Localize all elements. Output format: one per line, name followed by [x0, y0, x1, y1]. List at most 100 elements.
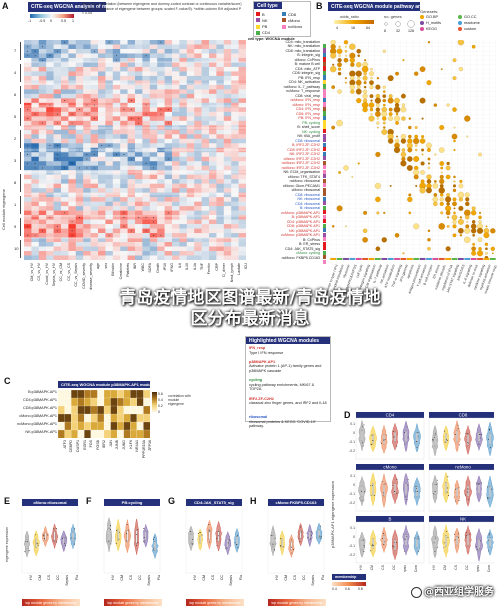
pathway-db-strip: [432, 258, 439, 260]
heatmap-cell: [172, 156, 180, 162]
heatmap-cell: [238, 134, 246, 139]
heatmap-cell: [223, 40, 232, 45]
violin-point: [385, 434, 387, 436]
heatmap-cell: [98, 197, 106, 202]
heatmap-cell: [238, 93, 246, 99]
pathway-dot: [452, 188, 457, 193]
heatmap-cell: [75, 75, 84, 81]
violin-group-label: Flu: [320, 575, 325, 580]
violin-point: [363, 424, 365, 426]
panel-c-cell: [103, 405, 111, 415]
heatmap-cell: [112, 98, 121, 104]
heatmap-cell: [231, 89, 239, 95]
heatmap-cell: [179, 161, 187, 166]
heatmap-cell: [31, 125, 39, 130]
heatmap-cell: [105, 102, 113, 108]
heatmap-cell: [194, 93, 202, 99]
heatmap-cell: [105, 152, 113, 157]
row-group-bracket: [20, 152, 21, 170]
heatmap-cell: [98, 107, 106, 113]
heatmap-cell: [68, 138, 76, 144]
heatmap-cell: [127, 93, 136, 99]
violin-point: [63, 542, 65, 544]
heatmap-cell: [112, 228, 121, 234]
heatmap-cell: [61, 152, 69, 157]
heatmap-cell: [142, 242, 150, 247]
heatmap-cell: [120, 156, 128, 162]
heatmap-cell: [194, 84, 202, 90]
heatmap-cell: [179, 48, 187, 54]
heatmap-cell: [127, 111, 136, 117]
heatmap-cell: [120, 138, 128, 144]
heatmap-cell: [68, 215, 76, 220]
heatmap-cell: [238, 237, 246, 243]
violin-point: [225, 548, 227, 550]
heatmap-cell: [68, 242, 76, 247]
heatmap-cell: [46, 98, 54, 104]
heatmap-cell: [61, 170, 69, 175]
heatmap-cell: [194, 75, 202, 81]
significance-mark: [145, 104, 147, 106]
pathway-db-strip: [477, 258, 483, 260]
row-group-bracket: [20, 218, 21, 236]
heatmap-cell: [90, 53, 99, 59]
heatmap-cell: [216, 233, 224, 238]
module-color-swatches: [323, 44, 327, 264]
violin-point: [137, 542, 139, 544]
odds-ratio-tick: 64: [366, 26, 370, 30]
heatmap-cell: [90, 80, 99, 86]
heatmap-cell: [209, 228, 217, 234]
heatmap-cell: [127, 192, 136, 198]
highlighted-module-desc: Activator protein 1 (AP-1) family genes …: [249, 364, 322, 373]
heatmap-cell: [53, 44, 62, 50]
module-cell-type-swatch: [323, 75, 326, 80]
heatmap-cell: [172, 89, 180, 95]
heatmap-cell: [223, 84, 232, 90]
panel-c-heatmap: [58, 390, 150, 438]
heatmap-cell: [172, 206, 180, 211]
module-label: cMono: IFN_resp: [292, 102, 320, 107]
facet-x-label: CM: [443, 565, 447, 570]
heatmap-cell: [186, 102, 195, 108]
significance-mark: [64, 41, 66, 43]
heatmap-cell: [98, 174, 106, 180]
heatmap-cell: [216, 165, 224, 171]
heatmap-cell: [38, 125, 47, 130]
heatmap-cell: [120, 174, 128, 180]
pathway-dot: [465, 201, 470, 207]
violin-point: [143, 537, 145, 538]
panel-d-y-label: p38MAPK.AP1 eigengene expression: [330, 481, 335, 548]
heatmap-cell: [38, 53, 47, 59]
heatmap-cell: [53, 89, 62, 95]
heatmap-cell: [75, 197, 84, 202]
panel-c-letter: C: [4, 376, 11, 386]
heatmap-cell: [90, 161, 99, 166]
heatmap-cell: [179, 206, 187, 211]
heatmap-cell: [24, 251, 32, 256]
violin-point: [371, 544, 373, 546]
module-cell-type-swatch: [323, 174, 326, 179]
heatmap-cell: [231, 138, 239, 144]
heatmap-cell: [53, 246, 62, 252]
heatmap-cell: [164, 111, 173, 117]
violin-group-label: CC: [302, 575, 307, 581]
genesets-items: GO.BP GO.CC H_motifs reactome KEGG custom: [420, 15, 498, 35]
pathway-db-strip: [451, 258, 458, 260]
pathway-db-strip: [336, 258, 343, 260]
heatmap-column-label: CRP: [214, 263, 219, 271]
heatmap-cell: [216, 57, 224, 63]
heatmap-cell: [216, 111, 224, 117]
heatmap-cell: [142, 138, 150, 144]
heatmap-cell: [231, 143, 239, 148]
heatmap-cell: [194, 48, 202, 54]
heatmap-cell: [112, 93, 121, 99]
significance-mark: [138, 122, 140, 124]
pathway-dot: [401, 93, 406, 99]
violin-point: [218, 535, 220, 537]
panel-c-col-label: JUN: [108, 440, 113, 447]
heatmap-cell: [149, 57, 158, 63]
pathway-dot: [362, 75, 368, 81]
violin-point: [374, 494, 376, 496]
violin-point: [382, 492, 384, 494]
heatmap-cell: [46, 116, 54, 122]
